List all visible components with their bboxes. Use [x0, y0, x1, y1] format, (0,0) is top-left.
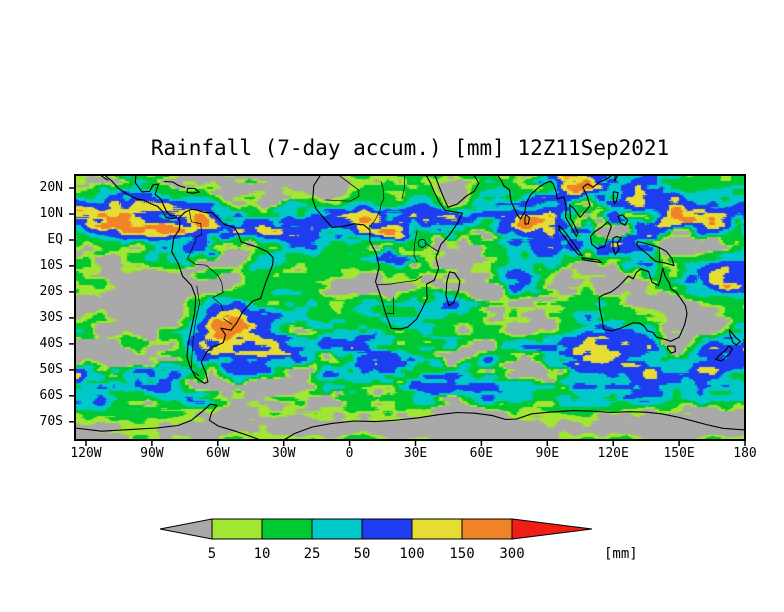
coastline-path	[104, 174, 178, 220]
country-border-path	[368, 206, 382, 229]
coastlines-overlay	[69, 174, 746, 446]
lat-tick-label: 70S	[39, 413, 63, 429]
coastline-path	[445, 271, 461, 307]
legend-tick-label: 300	[499, 546, 524, 562]
country-border-path	[424, 242, 440, 253]
country-border-path	[376, 276, 423, 286]
coastline-path	[581, 257, 603, 264]
coastline-path	[666, 345, 676, 354]
legend-tick-label: 50	[354, 546, 371, 562]
coastline-path	[612, 236, 623, 256]
coastline-path	[496, 174, 613, 238]
lon-tick-label: 120E	[597, 446, 629, 461]
lat-tick-label: 60S	[39, 387, 63, 403]
legend-segment-4	[361, 518, 413, 540]
colorbar-legend: 5 10 25 50 100 150 300 [mm]	[158, 518, 678, 568]
coastline-path	[612, 191, 619, 206]
lat-tick-label: 10N	[39, 205, 63, 221]
plot-frame	[74, 174, 746, 441]
lat-tick-label: 10S	[39, 257, 63, 273]
lat-tick-label: 50S	[39, 361, 63, 377]
coastline-path	[434, 174, 480, 208]
coastline-path	[186, 187, 201, 194]
country-border-path	[222, 318, 233, 325]
coastline-path	[312, 174, 464, 330]
legend-tick-label: 150	[449, 546, 474, 562]
country-border-path	[325, 174, 360, 202]
lat-tick-label: 40S	[39, 335, 63, 351]
coastline-path	[99, 174, 109, 181]
coastline-path	[283, 410, 746, 441]
longitude-axis: 120W 90W 60W 30W 0 30E 60E 90E 120E 150E 180	[70, 446, 756, 464]
rainfall-field-canvas	[75, 175, 745, 440]
legend-tick-label: 5	[208, 546, 216, 562]
legend-arrow-right	[511, 518, 593, 540]
lon-tick-label: 120W	[70, 446, 102, 461]
legend-segment-5	[411, 518, 463, 540]
legend-unit-label: [mm]	[604, 546, 638, 562]
coastline-path	[558, 225, 584, 257]
chart-title: Rainfall (7-day accum.) [mm] 12Z11Sep202…	[150, 136, 670, 160]
coastline-path	[524, 214, 531, 225]
coastline-path	[74, 403, 262, 442]
country-border-path	[401, 175, 405, 200]
legend-tick-label: 10	[254, 546, 271, 562]
legend-segment-3	[311, 518, 363, 540]
lon-tick-label: 90E	[535, 446, 560, 461]
lon-tick-label: 30W	[271, 446, 296, 461]
lat-tick-label: 20S	[39, 283, 63, 299]
latitude-axis: 20N 10N EQ 10S 20S 30S 40S 50S 60S 70S	[0, 175, 70, 440]
lon-tick-label: 180	[733, 446, 757, 461]
country-border-path	[187, 240, 224, 312]
legend-tick-label: 25	[304, 546, 321, 562]
coastline-path	[598, 267, 688, 342]
legend-segment-1	[211, 518, 263, 540]
lon-tick-label: 30E	[403, 446, 428, 461]
lake-victoria-outline	[417, 238, 427, 248]
lat-tick-label: 20N	[39, 179, 63, 195]
country-border-path	[189, 211, 203, 241]
lon-tick-label: 60E	[469, 446, 494, 461]
country-border-path	[386, 297, 394, 315]
coastline-path	[714, 345, 733, 362]
coastline-path	[163, 180, 186, 189]
country-border-path	[379, 181, 385, 207]
coastline-path	[589, 221, 613, 250]
coastline-path	[134, 174, 176, 217]
coastline-path	[617, 214, 629, 226]
lon-tick-label: 150E	[663, 446, 695, 461]
legend-arrow-left	[159, 518, 213, 540]
legend-segment-6	[461, 518, 513, 540]
lon-tick-label: 0	[345, 446, 354, 461]
map-plot-area	[69, 174, 746, 446]
lat-tick-label: 30S	[39, 309, 63, 325]
lat-tick-label: EQ	[47, 231, 63, 247]
country-border-path	[190, 285, 200, 377]
lon-tick-label: 60W	[206, 446, 230, 461]
coastline-path	[171, 208, 274, 385]
lon-tick-label: 90W	[140, 446, 164, 461]
legend-segment-2	[261, 518, 313, 540]
coastline-path	[728, 328, 742, 346]
colorbar-svg: 5 10 25 50 100 150 300 [mm]	[159, 518, 638, 562]
country-border-path	[413, 230, 418, 262]
legend-tick-label: 100	[399, 546, 424, 562]
coastline-path	[636, 240, 675, 267]
